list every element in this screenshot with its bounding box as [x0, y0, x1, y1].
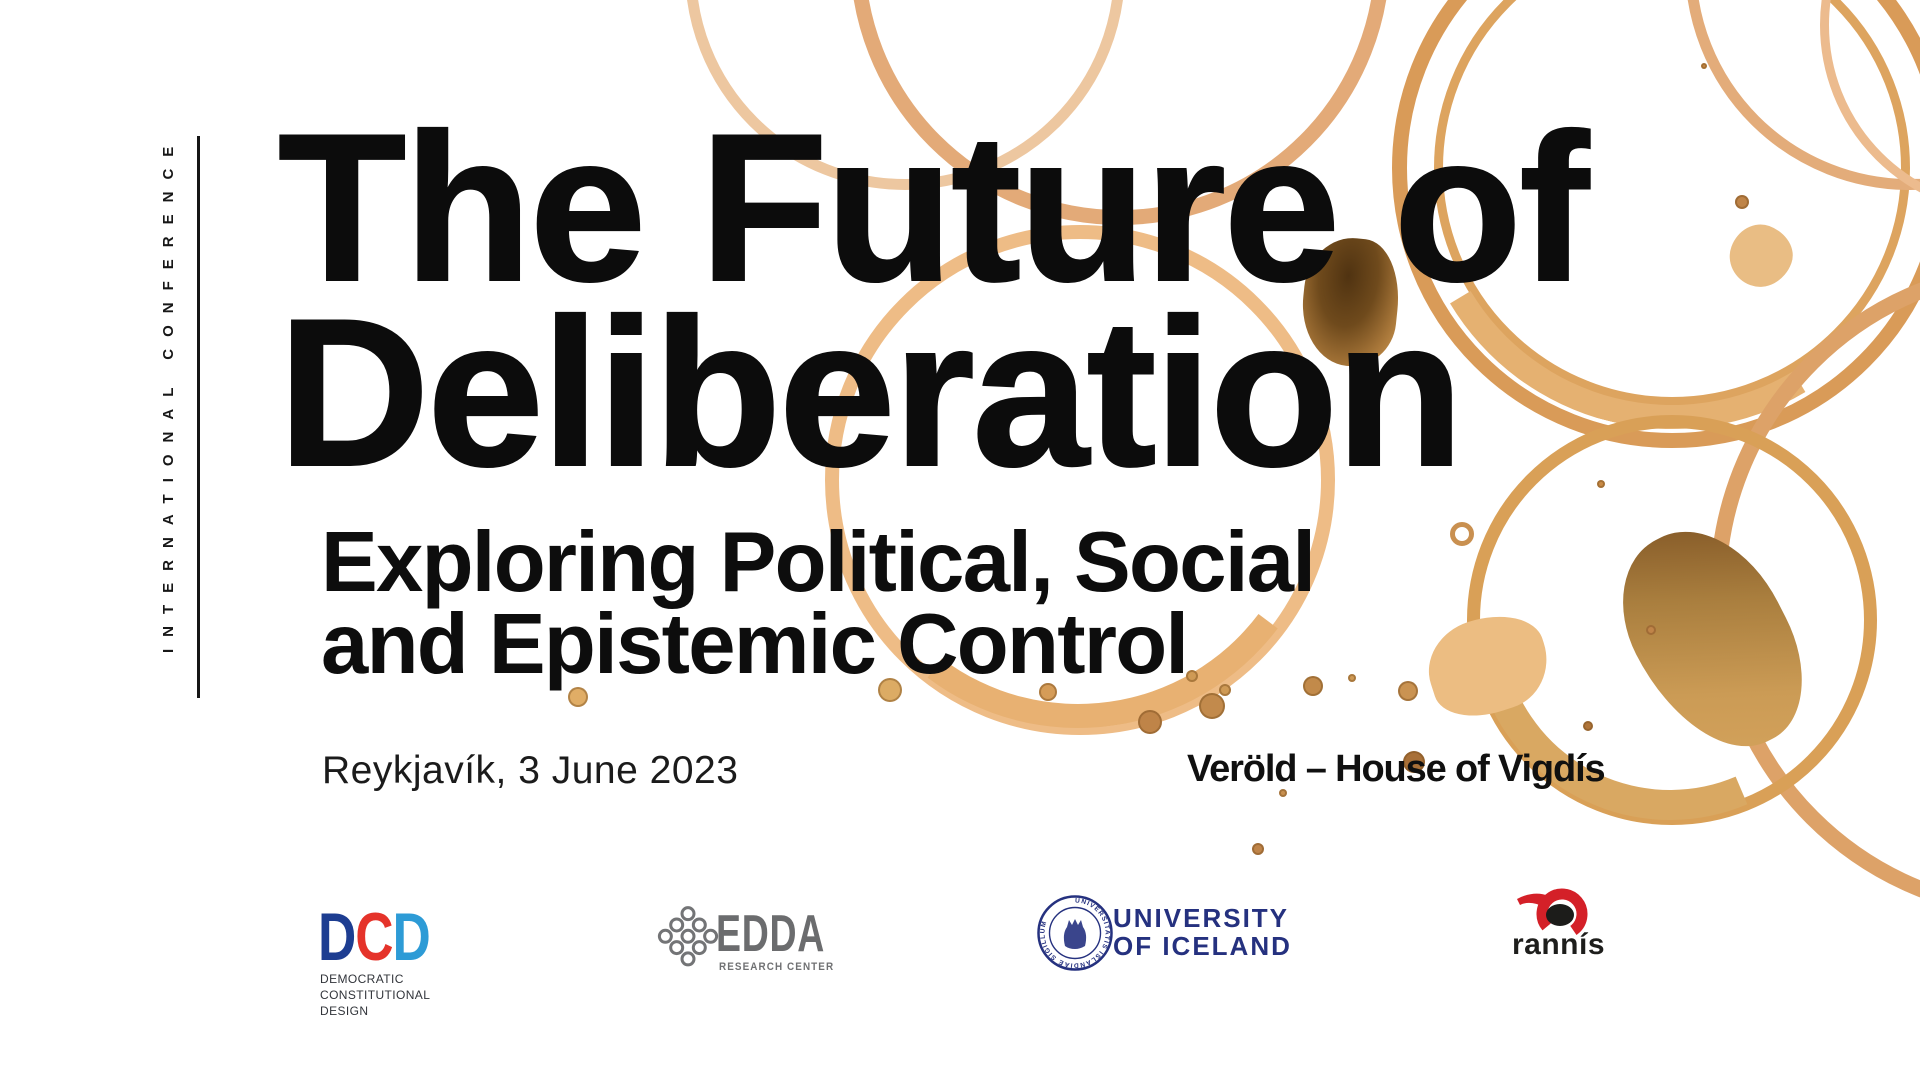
dcd-letter-d2: D: [392, 899, 430, 975]
dcd-letter-d1: D: [318, 899, 356, 975]
coffee-droplet: [1646, 625, 1656, 635]
coffee-droplet: [1138, 710, 1162, 734]
title-line-2: Deliberation: [277, 275, 1465, 510]
dcd-caption-line2: CONSTITUTIONAL: [320, 988, 431, 1002]
coffee-droplet: [568, 687, 588, 707]
venue: Veröld – House of Vigdís: [1187, 748, 1606, 790]
coffee-droplet: [1398, 681, 1418, 701]
coffee-droplet: [1735, 195, 1749, 209]
university-seal-icon: UNIVERSITATIS ISLANDIAE SIGILLUM: [1037, 895, 1113, 971]
edda-rings-icon: [654, 903, 722, 971]
uoi-wordmark-line1: UNIVERSITY: [1113, 903, 1290, 933]
edda-logo-subtitle: RESEARCH CENTER: [719, 961, 835, 973]
coffee-droplet: [1219, 684, 1231, 696]
coffee-droplet: [1303, 676, 1323, 696]
uoi-seal-crowned-figure: [1063, 919, 1087, 949]
rannis-swirl-icon: [1517, 888, 1588, 940]
coffee-droplet: [1597, 480, 1605, 488]
dcd-caption-line3: DESIGN: [320, 1004, 369, 1018]
edda-logo-wordmark: EDDA: [716, 905, 825, 963]
uoi-wordmark-line2: OF ICELAND: [1113, 931, 1292, 961]
coffee-droplet: [1583, 721, 1593, 731]
dcd-caption-line1: DEMOCRATIC: [320, 972, 404, 986]
coffee-droplet: [1348, 674, 1356, 682]
coffee-droplet: [1403, 751, 1425, 773]
coffee-droplet: [1279, 789, 1287, 797]
subtitle-line-2: and Epistemic Control: [321, 597, 1189, 692]
coffee-ring: [1434, 0, 1910, 406]
coffee-droplet: [1039, 683, 1057, 701]
coffee-droplet-ring: [1450, 522, 1474, 546]
subtitle-line-1: Exploring Political, Social: [321, 515, 1316, 610]
coffee-droplet: [878, 678, 902, 702]
dcd-logo-wordmark: DCD: [318, 903, 431, 971]
title-line-1: The Future of: [277, 90, 1590, 325]
date-location: Reykjavík, 3 June 2023: [322, 749, 739, 792]
vertical-divider: [197, 136, 200, 698]
coffee-droplet: [1199, 693, 1225, 719]
coffee-droplet: [1701, 63, 1707, 69]
dcd-logo-caption: DEMOCRATIC CONSTITUTIONAL DESIGN: [320, 971, 430, 1019]
coffee-droplet: [1186, 670, 1198, 682]
rannis-logo-wordmark: rannís: [1512, 928, 1606, 961]
dcd-letter-c: C: [355, 899, 393, 975]
coffee-droplet: [1252, 843, 1264, 855]
uoi-logo-wordmark: UNIVERSITY OF ICELAND: [1113, 904, 1292, 960]
